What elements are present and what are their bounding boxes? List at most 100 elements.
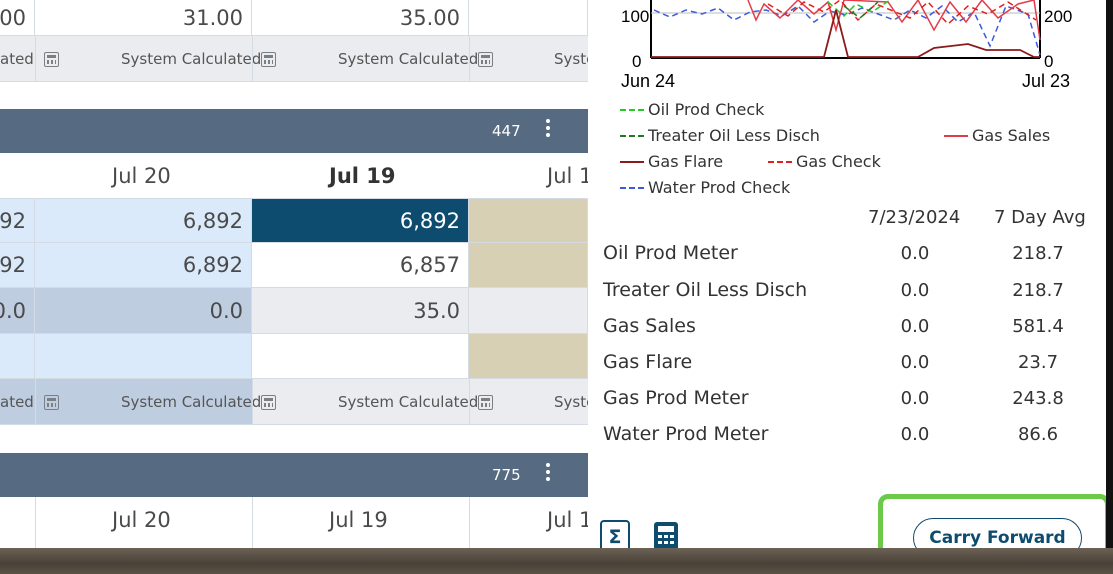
legend-label: Oil Prod Check (648, 100, 765, 119)
syscalc-row (252, 379, 588, 425)
grid-cell[interactable]: 00 (0, 0, 35, 36)
grid-cell[interactable]: 35.00 (252, 0, 469, 36)
stat-label: Gas Sales (603, 315, 696, 337)
legend-item[interactable]: Gas Flare (620, 152, 723, 171)
grid-cell[interactable]: 0.0 (35, 288, 252, 334)
record-count: 447 (492, 122, 521, 140)
syscalc-row (0, 36, 588, 82)
summary-panel: 100 0 200 0 Jun 24 Jul 23 Oil Prod Check… (588, 0, 1113, 574)
stats-col-date: 7/23/2024 (868, 207, 961, 228)
series-gas-sales (747, 0, 1041, 41)
x-tick-end: Jul 23 (1022, 71, 1070, 91)
record-count: 775 (492, 466, 521, 484)
legend-item[interactable]: Oil Prod Check (620, 100, 764, 119)
grid-cell[interactable] (469, 243, 588, 288)
divider (35, 36, 36, 82)
date-header: Jul 1 (547, 164, 593, 188)
window-edge (1106, 0, 1113, 548)
date-header-selected: Jul 19 (329, 164, 396, 188)
stat-today: 0.0 (900, 352, 930, 373)
calculator-icon[interactable] (261, 395, 276, 410)
divider (35, 497, 36, 548)
date-header: Jul 20 (112, 164, 171, 188)
grid-cell[interactable]: 6,857 (252, 243, 469, 288)
legend-label: Water Prod Check (648, 178, 791, 197)
legend-item[interactable]: Gas Check (768, 152, 881, 171)
stat-avg: 23.7 (1017, 352, 1059, 373)
bottom-strip (0, 548, 1113, 574)
legend-swatch (620, 108, 644, 111)
grid-cell[interactable]: 6,892 (35, 199, 252, 243)
divider (252, 497, 253, 548)
grid-cell[interactable] (469, 288, 588, 334)
date-header-row (0, 153, 588, 199)
legend-label: Gas Sales (972, 126, 1051, 145)
calculator-icon[interactable] (44, 395, 59, 410)
stat-label: Gas Prod Meter (603, 387, 749, 409)
grid-cell[interactable]: 6,892 (35, 243, 252, 288)
y-left-tick: 100 (621, 7, 649, 26)
stat-today: 0.0 (900, 280, 930, 301)
syscalc-label: ated (0, 393, 34, 411)
grid-cell[interactable]: 35.0 (252, 288, 469, 334)
production-chart: 100 0 200 0 Jun 24 Jul 23 (621, 0, 1072, 91)
stat-avg: 218.7 (1012, 243, 1064, 264)
grid-cell[interactable]: 92 (0, 199, 35, 243)
legend-item[interactable]: Gas Sales (944, 126, 1050, 145)
date-header: Jul 20 (112, 508, 171, 532)
grid-cell[interactable] (35, 334, 252, 379)
calculator-icon[interactable] (478, 395, 493, 410)
stat-avg: 581.4 (1012, 316, 1064, 337)
syscalc-label: Syste (554, 50, 596, 68)
kebab-menu-icon[interactable] (546, 463, 550, 484)
grid-cell[interactable] (252, 334, 469, 379)
grid-cell-selected[interactable]: 6,892 (252, 199, 469, 243)
legend-label: Gas Flare (648, 152, 724, 171)
section-header: 447 (0, 109, 588, 153)
x-tick-start: Jun 24 (621, 71, 675, 91)
syscalc-label: System Calculated (338, 393, 479, 411)
series-gas-check (767, 0, 1037, 26)
grid-cell[interactable] (469, 334, 588, 379)
syscalc-label: System Calculated (338, 50, 479, 68)
stat-label: Water Prod Meter (603, 423, 769, 445)
legend-swatch (768, 160, 792, 163)
date-header: Jul 1 (547, 508, 593, 532)
divider (252, 36, 253, 82)
syscalc-label: ated (0, 50, 34, 68)
grid-cell[interactable] (469, 199, 588, 243)
grid-cell[interactable] (0, 334, 35, 379)
divider (469, 36, 470, 82)
legend-item[interactable]: Water Prod Check (620, 178, 790, 197)
y-right-tick: 0 (1044, 52, 1053, 71)
stat-avg: 243.8 (1012, 388, 1064, 409)
calculator-icon[interactable] (478, 52, 493, 67)
grid-cell[interactable]: 31.00 (35, 0, 252, 36)
divider (35, 379, 36, 425)
grid-cell[interactable] (469, 0, 588, 36)
syscalc-row (0, 379, 252, 425)
divider (469, 497, 470, 548)
legend-item[interactable]: Treater Oil Less Disch (620, 126, 820, 145)
stat-label: Oil Prod Meter (603, 242, 738, 264)
divider (252, 379, 253, 425)
legend-label: Treater Oil Less Disch (648, 126, 820, 145)
stat-avg: 86.6 (1017, 424, 1059, 445)
date-header: Jul 19 (329, 508, 388, 532)
legend-swatch (944, 134, 968, 137)
stat-today: 0.0 (900, 388, 930, 409)
calculator-icon[interactable] (261, 52, 276, 67)
calculator-icon[interactable] (654, 522, 678, 550)
series-oil-prod-check (827, 0, 891, 18)
calculator-icon[interactable] (44, 52, 59, 67)
kebab-menu-icon[interactable] (546, 119, 550, 140)
grid-cell[interactable]: 0.0 (0, 288, 35, 334)
y-right-tick: 200 (1044, 7, 1072, 26)
legend-swatch (620, 134, 644, 137)
syscalc-label: System Calculated (121, 393, 262, 411)
grid-cell[interactable]: 92 (0, 243, 35, 288)
stat-today: 0.0 (900, 316, 930, 337)
stat-label: Gas Flare (603, 351, 693, 373)
series-treater (843, 1, 879, 19)
series-gas-flare (651, 9, 1040, 58)
